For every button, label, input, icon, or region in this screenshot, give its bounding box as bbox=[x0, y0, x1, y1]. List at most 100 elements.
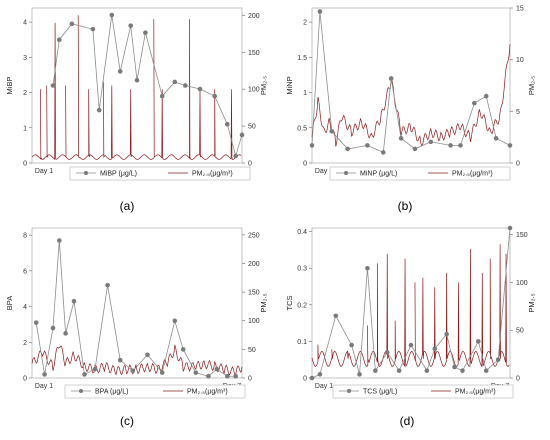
y-right-tick-label: 150 bbox=[516, 232, 528, 239]
biomarker-point bbox=[57, 238, 62, 243]
panel-label: (b) bbox=[398, 199, 413, 213]
biomarker-point bbox=[384, 350, 390, 355]
biomarker-point bbox=[507, 143, 513, 148]
biomarker-point bbox=[96, 107, 102, 113]
biomarker-point bbox=[483, 368, 489, 373]
y-right-tick-label: 100 bbox=[516, 280, 528, 287]
y-left-tick-label: 0.3 bbox=[297, 266, 307, 273]
biomarker-point bbox=[472, 100, 477, 106]
y-left-tick-label: 2 bbox=[23, 340, 27, 347]
legend-biomarker-label: MiNP (μg/L) bbox=[360, 171, 397, 178]
y-left-tick-label: 8 bbox=[23, 233, 27, 240]
legend: MiNP (μg/L) PM₂.₅(μg/m³) bbox=[329, 166, 511, 181]
biomarker-point bbox=[63, 331, 68, 336]
biomarker-series-line bbox=[52, 14, 243, 158]
y-right-tick-label: 0 bbox=[516, 161, 520, 168]
biomarker-point bbox=[33, 320, 39, 325]
legend-box bbox=[329, 166, 511, 181]
biomarker-point bbox=[193, 370, 199, 375]
y-right-tick-label: 50 bbox=[516, 328, 524, 335]
biomarker-point bbox=[396, 368, 402, 373]
x-tick-label: Day 1 bbox=[35, 168, 53, 175]
y-right-axis-label: PM₂.₅ bbox=[259, 293, 268, 312]
legend-box bbox=[332, 384, 514, 399]
biomarker-point bbox=[117, 69, 123, 74]
biomarker-point bbox=[460, 368, 465, 373]
biomarker-point bbox=[71, 298, 77, 304]
biomarker-point bbox=[225, 373, 230, 379]
biomarker-point bbox=[145, 352, 150, 358]
biomarker-point bbox=[317, 9, 323, 14]
biomarker-point bbox=[214, 366, 220, 372]
legend-biomarker-marker bbox=[347, 389, 351, 393]
biomarker-point bbox=[309, 143, 315, 148]
biomarker-point bbox=[42, 372, 47, 377]
biomarker-point bbox=[239, 132, 245, 138]
biomarker-point bbox=[333, 313, 339, 319]
plot-frame bbox=[311, 227, 511, 379]
pm25-series-line bbox=[311, 244, 510, 368]
biomarker-point bbox=[183, 83, 188, 88]
legend-biomarker-marker bbox=[84, 171, 88, 175]
biomarker-point bbox=[197, 86, 203, 92]
biomarker-point bbox=[452, 364, 457, 370]
biomarker-point bbox=[349, 342, 354, 348]
biomarker-point bbox=[317, 372, 323, 377]
y-left-axis-label: MiBP bbox=[5, 77, 14, 95]
y-right-tick-label: 100 bbox=[248, 318, 260, 325]
y-right-tick-label: 0 bbox=[516, 376, 520, 383]
x-tick-label: Day 1 bbox=[315, 383, 333, 390]
legend: BPA (μg/L) PM₂.₅(μg/m³) bbox=[64, 384, 246, 399]
biomarker-point bbox=[69, 21, 75, 27]
biomarker-point bbox=[90, 26, 96, 32]
biomarker-point bbox=[424, 368, 430, 373]
biomarker-point bbox=[206, 373, 211, 379]
biomarker-point bbox=[159, 93, 165, 99]
y-right-tick-label: 0 bbox=[248, 161, 252, 168]
y-left-tick-label: 0 bbox=[23, 376, 27, 383]
y-left-axis-label: BPA bbox=[5, 296, 14, 310]
biomarker-point bbox=[225, 121, 230, 127]
panel-label: (d) bbox=[400, 414, 415, 428]
biomarker-point bbox=[345, 146, 350, 152]
biomarker-point bbox=[388, 76, 394, 81]
biomarker-point bbox=[134, 77, 140, 83]
x-tick-label: Day 1 bbox=[315, 168, 333, 175]
biomarker-point bbox=[92, 366, 98, 372]
y-left-tick-label: 2 bbox=[23, 90, 27, 97]
biomarker-series-line bbox=[311, 11, 511, 154]
y-left-tick-label: 0.2 bbox=[297, 302, 307, 309]
biomarker-point bbox=[373, 368, 378, 373]
legend-box bbox=[69, 166, 251, 181]
pm25-series-line bbox=[31, 344, 243, 376]
biomarker-point bbox=[180, 347, 186, 352]
biomarker-point bbox=[212, 93, 217, 99]
biomarker-point bbox=[309, 375, 315, 381]
biomarker-point bbox=[172, 318, 178, 324]
y-left-tick-label: 4 bbox=[23, 20, 27, 27]
pm25-series-line bbox=[311, 44, 511, 147]
biomarker-point bbox=[172, 79, 178, 85]
y-left-tick-label: 4 bbox=[23, 304, 27, 311]
biomarker-point bbox=[448, 143, 453, 148]
y-left-tick-label: 1.5 bbox=[297, 55, 307, 62]
legend-pm25-label: PM₂.₅(μg/m³) bbox=[455, 389, 496, 396]
biomarker-point bbox=[495, 357, 501, 363]
legend-biomarker-label: BPA (μg/L) bbox=[95, 389, 128, 396]
legend-pm25-label: PM₂.₅(μg/m³) bbox=[452, 171, 493, 178]
biomarker-point bbox=[233, 153, 238, 159]
biomarker-point bbox=[412, 146, 418, 152]
x-tick-label: Day 1 bbox=[35, 383, 53, 390]
y-right-tick-label: 150 bbox=[248, 50, 260, 57]
legend-biomarker-marker bbox=[79, 389, 83, 393]
biomarker-point bbox=[109, 12, 115, 18]
legend: MiBP (μg/L) PM₂.₅(μg/m³) bbox=[69, 166, 251, 181]
y-left-tick-label: 0 bbox=[303, 376, 307, 383]
plot-frame bbox=[311, 7, 511, 164]
legend-pm25-label: PM₂.₅(μg/m³) bbox=[187, 389, 228, 396]
y-left-tick-label: 0.5 bbox=[297, 125, 307, 132]
